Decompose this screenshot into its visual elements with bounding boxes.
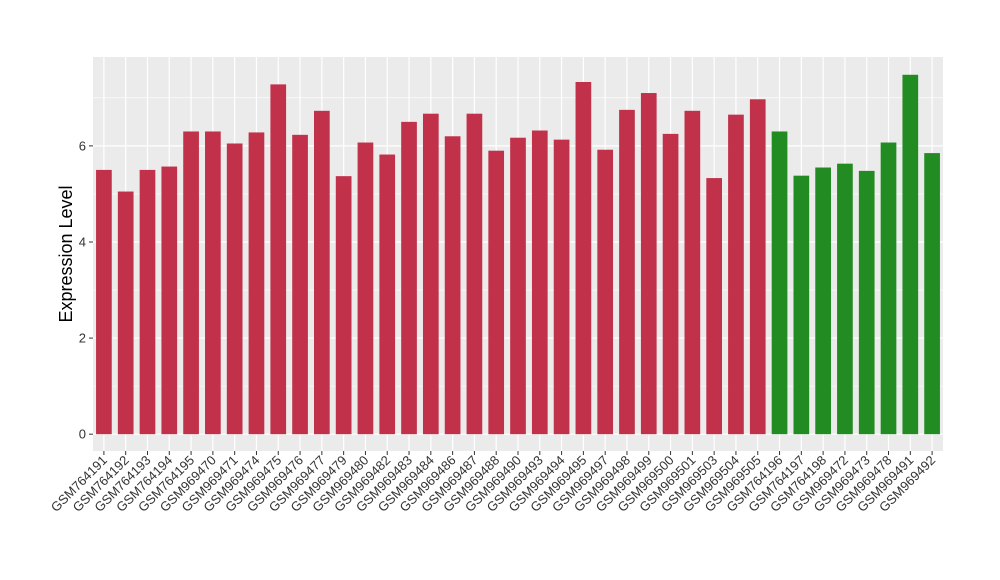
bar <box>662 133 679 435</box>
bar <box>728 114 744 435</box>
bar <box>684 110 701 435</box>
bar <box>902 74 919 435</box>
bar <box>749 99 766 435</box>
bar <box>815 167 831 435</box>
y-tick-label: 6 <box>79 138 86 153</box>
bar <box>793 175 810 435</box>
bar <box>510 137 526 435</box>
bar <box>706 178 722 435</box>
bar <box>205 131 221 435</box>
bar <box>553 139 570 435</box>
bar <box>837 163 853 435</box>
bar <box>139 169 156 435</box>
bar <box>924 153 940 435</box>
bar <box>597 149 614 435</box>
bar <box>183 131 199 435</box>
bar <box>357 142 374 435</box>
bar <box>575 81 592 435</box>
bar <box>117 191 134 435</box>
bar <box>444 136 461 435</box>
bar <box>292 134 308 435</box>
bar <box>161 166 178 435</box>
bar <box>531 130 548 435</box>
bar <box>771 131 788 435</box>
y-tick-label: 4 <box>79 234 86 249</box>
bar <box>270 84 287 435</box>
y-axis-title: Expression Level <box>56 185 76 322</box>
bar <box>226 143 243 435</box>
bar <box>619 109 635 435</box>
bar <box>488 150 505 435</box>
y-axis: 0 2 4 6 <box>79 138 93 442</box>
x-axis: GSM764191GSM764192GSM764193GSM764194GSM7… <box>48 451 938 515</box>
bar <box>248 132 265 435</box>
bar <box>401 121 417 435</box>
bar <box>96 169 112 435</box>
bar <box>379 154 396 435</box>
bars <box>96 74 940 435</box>
bar <box>314 110 330 435</box>
bar <box>466 113 483 435</box>
bar <box>858 170 875 435</box>
bar <box>640 93 657 435</box>
y-tick-label: 0 <box>79 427 86 442</box>
bar <box>422 113 439 435</box>
bar <box>335 176 352 435</box>
y-tick-label: 2 <box>79 331 86 346</box>
bar <box>880 142 897 435</box>
